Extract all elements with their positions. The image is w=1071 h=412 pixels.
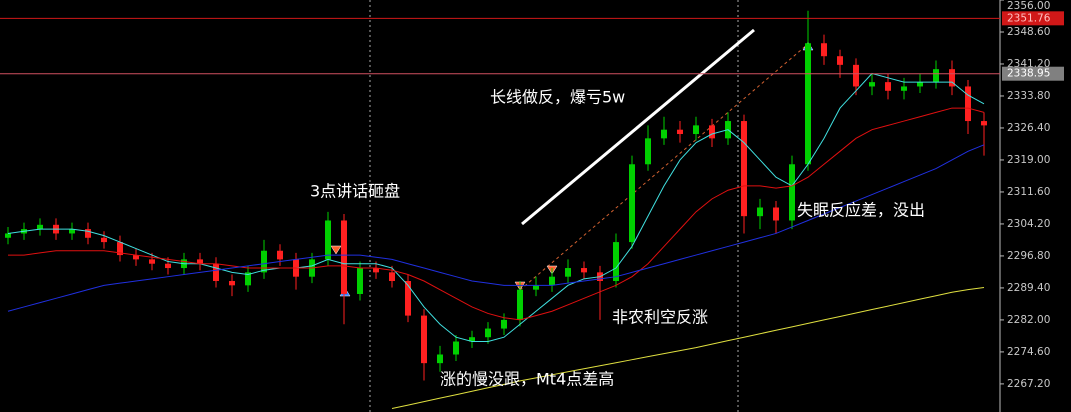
annotation: 失眠反应差，没出 (797, 201, 925, 220)
candle-body (805, 43, 811, 165)
y-tick-label: 2296.80 (1007, 250, 1050, 262)
candle-body (757, 207, 763, 217)
trend-drawing (521, 28, 755, 226)
candle-body (901, 86, 907, 91)
candle-body (933, 69, 939, 83)
candle-body (533, 285, 539, 290)
y-tick-label: 2319.00 (1007, 154, 1050, 166)
candle-body (213, 263, 219, 282)
candle-body (437, 354, 443, 364)
candle-body (453, 341, 459, 355)
candle-body (821, 43, 827, 57)
candle-body (629, 164, 635, 243)
candle-body (709, 125, 715, 139)
y-tick-label: 2333.80 (1007, 90, 1050, 102)
candle-body (341, 220, 347, 294)
candle-body (101, 237, 107, 243)
candle-body (981, 121, 987, 126)
candle-body (197, 259, 203, 264)
moving-average (7, 144, 985, 312)
candle-body (549, 276, 555, 286)
candle-body (501, 319, 507, 329)
candle-body (485, 328, 491, 338)
annotation: 涨的慢没跟，Mt4点差高 (440, 370, 614, 389)
candle-body (517, 289, 523, 320)
candle-body (789, 164, 795, 221)
candle-body (677, 129, 683, 135)
price-label: 2338.95 (1007, 68, 1050, 80)
moving-average (391, 286, 985, 410)
y-tick-label: 2289.40 (1007, 282, 1050, 294)
candle-body (741, 121, 747, 217)
candle-body (357, 268, 363, 294)
candle-body (325, 220, 331, 260)
y-tick-label: 2267.20 (1007, 378, 1050, 390)
candle-body (117, 242, 123, 256)
candle-body (229, 281, 235, 286)
candle-body (965, 86, 971, 122)
candle-body (5, 233, 11, 238)
candle-body (869, 82, 875, 87)
candle-body (613, 242, 619, 282)
price-label-box (1002, 66, 1064, 81)
candle-body (885, 82, 891, 91)
candle-body (949, 69, 955, 87)
y-tick-label: 2356.00 (1007, 0, 1050, 12)
candle-body (277, 250, 283, 260)
candle-body (165, 263, 171, 269)
sell-arrow (330, 245, 342, 255)
annotation: 3点讲话砸盘 (310, 182, 400, 201)
y-tick-label: 2274.60 (1007, 346, 1050, 358)
y-tick-label: 2304.20 (1007, 218, 1050, 230)
candle-body (405, 281, 411, 316)
y-tick-label: 2282.00 (1007, 314, 1050, 326)
y-tick-label: 2326.40 (1007, 122, 1050, 134)
candle-body (69, 229, 75, 234)
annotation: 长线做反，爆亏5w (490, 88, 625, 107)
candle-body (85, 229, 91, 238)
candle-body (693, 125, 699, 135)
candle-body (469, 337, 475, 342)
annotation: 非农利空反涨 (612, 308, 708, 327)
candle-body (565, 268, 571, 277)
candle-body (389, 272, 395, 282)
candle-body (853, 64, 859, 87)
price-label: 2351.76 (1007, 12, 1051, 24)
moving-average (8, 107, 985, 321)
price-label-box (1002, 11, 1064, 26)
candle-body (245, 272, 251, 286)
moving-average (7, 72, 985, 343)
candle-body (421, 315, 427, 364)
candle-body (917, 82, 923, 87)
candle-body (581, 268, 587, 273)
candle-body (773, 207, 779, 221)
candle-body (37, 224, 43, 230)
y-tick-label: 2311.60 (1007, 186, 1050, 198)
candle-body (373, 268, 379, 273)
candle-body (261, 250, 267, 273)
candle-body (149, 259, 155, 264)
candle-body (661, 129, 667, 139)
candle-body (645, 138, 651, 165)
candle-body (837, 56, 843, 65)
y-tick-label: 2348.60 (1007, 26, 1050, 38)
candle-body (133, 255, 139, 260)
